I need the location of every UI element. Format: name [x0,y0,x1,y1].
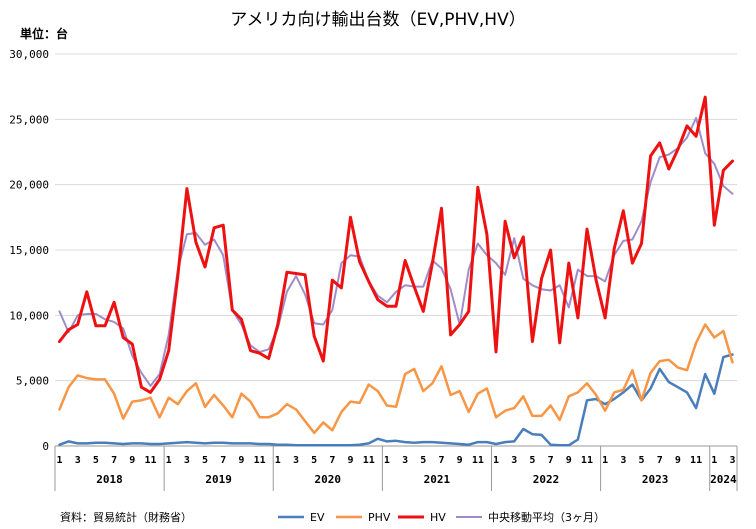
x-tick-label: 7 [657,455,663,466]
x-tick-label: 7 [329,455,335,466]
year-label: 2022 [533,473,560,486]
x-tick-label: 11 [363,455,375,466]
y-tick-label: 20,000 [9,179,49,192]
axes [54,445,738,491]
x-tick-label: 5 [639,455,645,466]
x-tick-label: 7 [111,455,117,466]
legend-label-hv: HV [430,511,446,524]
year-label: 2020 [315,473,342,486]
chart-title: アメリカ向け輸出台数（EV,PHV,HV） [230,10,525,30]
x-tick-label: 11 [581,455,593,466]
legend: EV PHV HV 中央移動平均（3ヶ月） [278,510,605,524]
x-tick-label: 5 [93,455,99,466]
x-tick-label: 3 [184,455,190,466]
x-tick-label: 9 [457,455,463,466]
year-label: 2019 [205,473,232,486]
gridlines [55,53,737,382]
year-label: 2021 [424,473,451,486]
x-tick-label: 3 [402,455,408,466]
year-label: 2024 [710,473,737,486]
x-tick-label: 9 [129,455,135,466]
y-tick-label: 5,000 [16,375,49,388]
x-tick-label: 1 [384,455,390,466]
x-tick-label: 5 [311,455,317,466]
series-line-ev [58,353,734,447]
y-tick-label: 10,000 [9,309,49,322]
y-tick-label: 25,000 [9,113,49,126]
x-tick-label: 11 [472,455,484,466]
x-tick-label: 1 [275,455,281,466]
y-axis-ticks: 0 5,000 10,000 15,000 20,000 25,000 30,000 [9,48,49,453]
x-tick-label: 9 [348,455,354,466]
year-label: 2018 [96,473,123,486]
y-tick-label: 15,000 [9,244,49,257]
x-tick-label: 5 [202,455,208,466]
unit-label: 単位：台 [20,26,68,41]
x-tick-label: 1 [166,455,172,466]
y-tick-label: 30,000 [9,48,49,61]
y-tick-label: 0 [42,440,49,453]
x-tick-label: 3 [75,455,81,466]
x-tick-label: 3 [293,455,299,466]
x-tick-label: 9 [675,455,681,466]
x-tick-label: 7 [438,455,444,466]
series-line-phv [58,323,734,435]
x-tick-label: 1 [57,455,63,466]
source-note: 資料：貿易統計（財務省） [60,510,192,524]
x-tick-label: 9 [238,455,244,466]
legend-label-moving-average: 中央移動平均（3ヶ月） [488,510,605,524]
x-axis-years: 2018 2019 2020 2021 2022 2023 2024 [96,473,737,486]
x-tick-label: 3 [511,455,517,466]
x-tick-label: 1 [711,455,717,466]
series-line-hv [58,95,734,394]
x-axis-ticks: 1 3 5 7 9 11 1 3 5 7 9 11 1 3 5 7 9 11 1 3 5 7 9 11 1 3 5 7 9 11 1 3 5 7 9… [57,455,736,466]
x-tick-label: 1 [602,455,608,466]
x-tick-label: 5 [420,455,426,466]
legend-label-ev: EV [310,511,325,524]
x-tick-label: 3 [729,455,735,466]
x-tick-label: 9 [566,455,572,466]
x-tick-label: 7 [220,455,226,466]
x-tick-label: 1 [493,455,499,466]
x-tick-label: 3 [620,455,626,466]
legend-label-phv: PHV [368,511,391,524]
series-layer [58,95,734,447]
series-line-moving-average [58,117,734,387]
x-tick-label: 11 [254,455,266,466]
year-label: 2023 [642,473,669,486]
x-tick-label: 11 [690,455,702,466]
x-tick-label: 11 [144,455,156,466]
x-tick-label: 5 [529,455,535,466]
x-tick-label: 7 [548,455,554,466]
